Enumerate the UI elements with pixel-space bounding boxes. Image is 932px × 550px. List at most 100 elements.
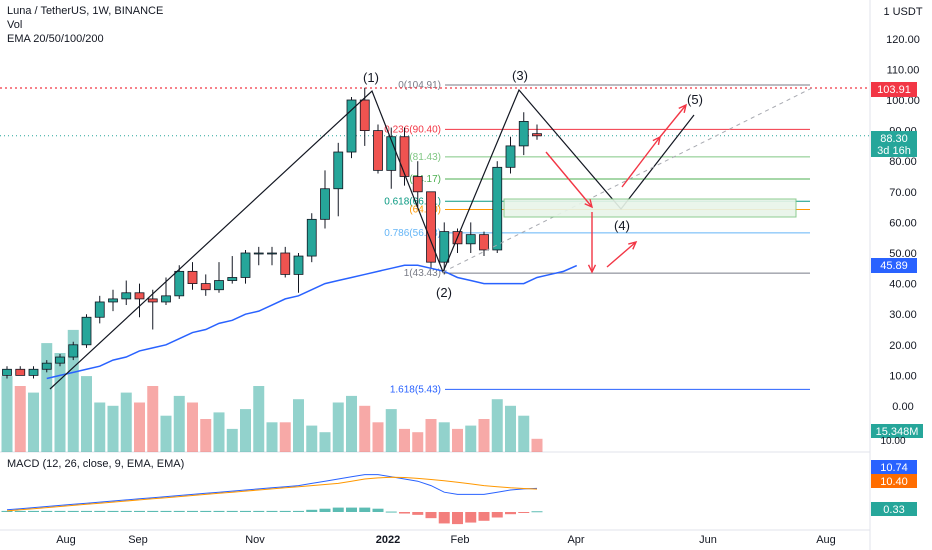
volume-bar (200, 419, 212, 452)
macd-histogram-bar (478, 512, 490, 521)
candle-body (306, 218, 317, 257)
macd-histogram-bar (531, 511, 543, 513)
fib-label: (81.43) (409, 152, 441, 163)
macd-histogram-bar (41, 510, 53, 512)
signal-tag: 10.40 (871, 474, 917, 488)
high-price-tag: 103.91 (871, 82, 917, 97)
volume-bar (412, 432, 424, 452)
candle-body (293, 255, 304, 275)
ema-line (46, 264, 578, 380)
macd-histogram-bar (160, 510, 172, 512)
price-tick-label: 40.00 (889, 279, 917, 291)
volume-bar (359, 405, 371, 452)
macd-histogram-bar (67, 510, 79, 512)
volume-bar (94, 402, 106, 452)
volume-bar (187, 402, 198, 452)
volume-axis-clipped-label: 10.00 (880, 436, 905, 447)
volume-bar (478, 419, 490, 452)
candle-body (465, 234, 476, 245)
svg-text:10.74: 10.74 (880, 462, 908, 474)
macd-histogram-bar (399, 512, 410, 514)
macd-histogram-bar (491, 512, 503, 518)
candle-body (187, 270, 198, 284)
arrow-shaft (621, 136, 661, 188)
macd-histogram-bar (465, 512, 477, 523)
macd-histogram-bar (54, 510, 66, 512)
arrow-head (628, 240, 638, 250)
candle-body (333, 151, 344, 190)
currency-label: 1 USDT (883, 6, 922, 18)
macd-histogram-bar (438, 512, 450, 524)
volume-bar (319, 432, 331, 452)
time-tick-label: Apr (567, 534, 584, 546)
macd-histogram-bar (200, 510, 212, 512)
wave-2-label: (2) (436, 285, 452, 300)
volume-bar (173, 395, 185, 452)
macd-histogram-bar (332, 507, 344, 512)
macd-histogram-bar (173, 510, 185, 512)
volume-bar (147, 386, 159, 452)
candle-body (479, 234, 489, 251)
macd-histogram-bar (319, 508, 331, 512)
macd-histogram-bar (346, 507, 357, 512)
volume-bar (240, 409, 251, 452)
volume-bars (1, 329, 543, 452)
candle-body (240, 252, 251, 278)
price-tick-label: 60.00 (889, 217, 917, 229)
candle-body (108, 298, 118, 303)
svg-text:103.91: 103.91 (877, 84, 911, 96)
macd-histogram-bar (213, 510, 225, 512)
target-zone (503, 198, 797, 218)
fib-label: 0.618(66.91) (384, 196, 441, 207)
volume-bar (452, 428, 463, 452)
volume-bar (425, 419, 437, 452)
time-axis[interactable]: Aug Sep Nov 2022 Feb Apr Jun Aug (56, 534, 836, 546)
volume-bar (399, 428, 410, 452)
candle-body (253, 252, 264, 255)
macd-histogram-bar (253, 510, 265, 512)
volume-bar (28, 392, 39, 452)
elliott-wave-drawing[interactable]: (1) (2) (3) (4) (5) (49, 68, 813, 390)
price-tick-label: 70.00 (889, 187, 917, 199)
macd-histogram-bar (279, 510, 291, 512)
candle-body (81, 316, 92, 346)
volume-bar (505, 405, 516, 452)
svg-text:10.40: 10.40 (880, 476, 908, 488)
fib-label: 0(104.91) (398, 80, 441, 91)
volume-bar (531, 438, 543, 452)
fib-label: 1.618(5.43) (390, 384, 441, 395)
volume-bar (266, 422, 278, 452)
volume-bar (226, 428, 238, 452)
volume-bar (160, 415, 172, 452)
candle-body (2, 368, 12, 376)
price-tick-label: 0.00 (892, 401, 913, 413)
macd-tag: 10.74 (871, 460, 917, 474)
candle-body (214, 280, 224, 291)
candle-body (267, 252, 277, 255)
candle-body (227, 277, 238, 281)
candle-body (359, 99, 370, 132)
candle-body (94, 301, 105, 318)
candle-body (399, 136, 410, 177)
macd-histogram-bar (412, 512, 424, 515)
candle-body (426, 191, 436, 263)
macd-histogram-bar (226, 510, 238, 512)
macd-histogram-bar (266, 510, 278, 512)
arrow-head (584, 199, 594, 209)
candles (2, 87, 542, 379)
macd-histogram-bar (505, 512, 516, 515)
price-tick-label: 50.00 (889, 248, 917, 260)
macd-legend: MACD (12, 26, close, 9, EMA, EMA) (7, 458, 185, 470)
price-tick-label: 10.00 (889, 370, 917, 382)
volume-bar (465, 425, 477, 452)
wave-path (49, 88, 695, 390)
fib-label: 0.236(90.40) (384, 124, 441, 135)
macd-histogram-bar (240, 510, 251, 512)
price-tick-label: 120.00 (886, 34, 920, 46)
histogram-tag: 0.33 (871, 502, 917, 516)
candle-body (28, 368, 39, 376)
price-tick-label: 100.00 (886, 95, 920, 107)
macd-line (6, 474, 538, 511)
macd-histogram-bar (134, 510, 145, 512)
